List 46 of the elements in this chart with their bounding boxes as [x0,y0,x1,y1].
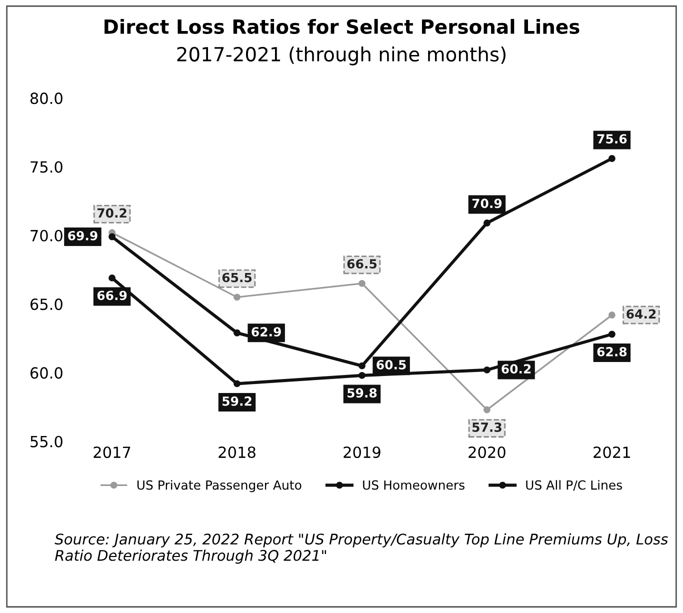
point [358,372,366,379]
point [234,329,240,336]
point [608,330,616,338]
point [234,294,240,301]
point [608,155,616,162]
data-label: 75.6 [597,134,627,144]
point [358,280,366,287]
point [108,274,116,282]
point [483,220,490,227]
data-label: 66.5 [347,259,377,269]
point [608,312,616,319]
data-label: 62.8 [597,346,627,356]
point [234,380,240,388]
legend-label: US All P/C Lines [526,480,622,491]
data-label: 59.2 [222,396,252,406]
data-label: 64.2 [626,309,656,319]
data-label: 62.9 [252,327,281,337]
source-note: Source: January 25, 2022 Report "US Property/Casualty Top Line Premiums Up, Loss Ratio Deteriorates Through 3Q 2021" [54,533,668,564]
x-tick-label: 2017 [94,446,130,458]
y-tick-label: 75.0 [30,161,62,173]
data-label: 66.9 [97,290,127,300]
data-label: 60.5 [376,360,406,370]
data-label: 69.9 [68,230,98,240]
data-label: 57.3 [472,422,502,432]
legend-label: US Private Passenger Auto [137,480,302,492]
y-tick-label: 55.0 [30,436,62,448]
y-tick-label: 60.0 [30,367,62,379]
chart-subtitle: 2017-2021 (through nine months) [177,46,506,66]
data-label: 59.8 [348,388,377,398]
y-tick-label: 70.0 [30,230,62,242]
x-tick-label: 2021 [594,446,630,458]
data-label: 70.9 [472,198,502,208]
x-tick-label: 2019 [344,446,380,458]
legend-label: US Homeowners [363,480,464,490]
x-tick-label: 2020 [468,446,506,458]
x-tick-label: 2018 [218,446,256,458]
point [483,366,490,374]
data-label: 70.2 [97,208,126,218]
point [483,406,490,414]
chart-title: Direct Loss Ratios for Select Personal Lines [104,18,580,34]
data-label: 60.2 [502,364,531,374]
y-tick-label: 80.0 [30,92,62,104]
point [358,362,366,370]
data-label: 65.5 [222,272,252,282]
y-tick-label: 65.0 [30,298,62,310]
point [108,233,116,240]
